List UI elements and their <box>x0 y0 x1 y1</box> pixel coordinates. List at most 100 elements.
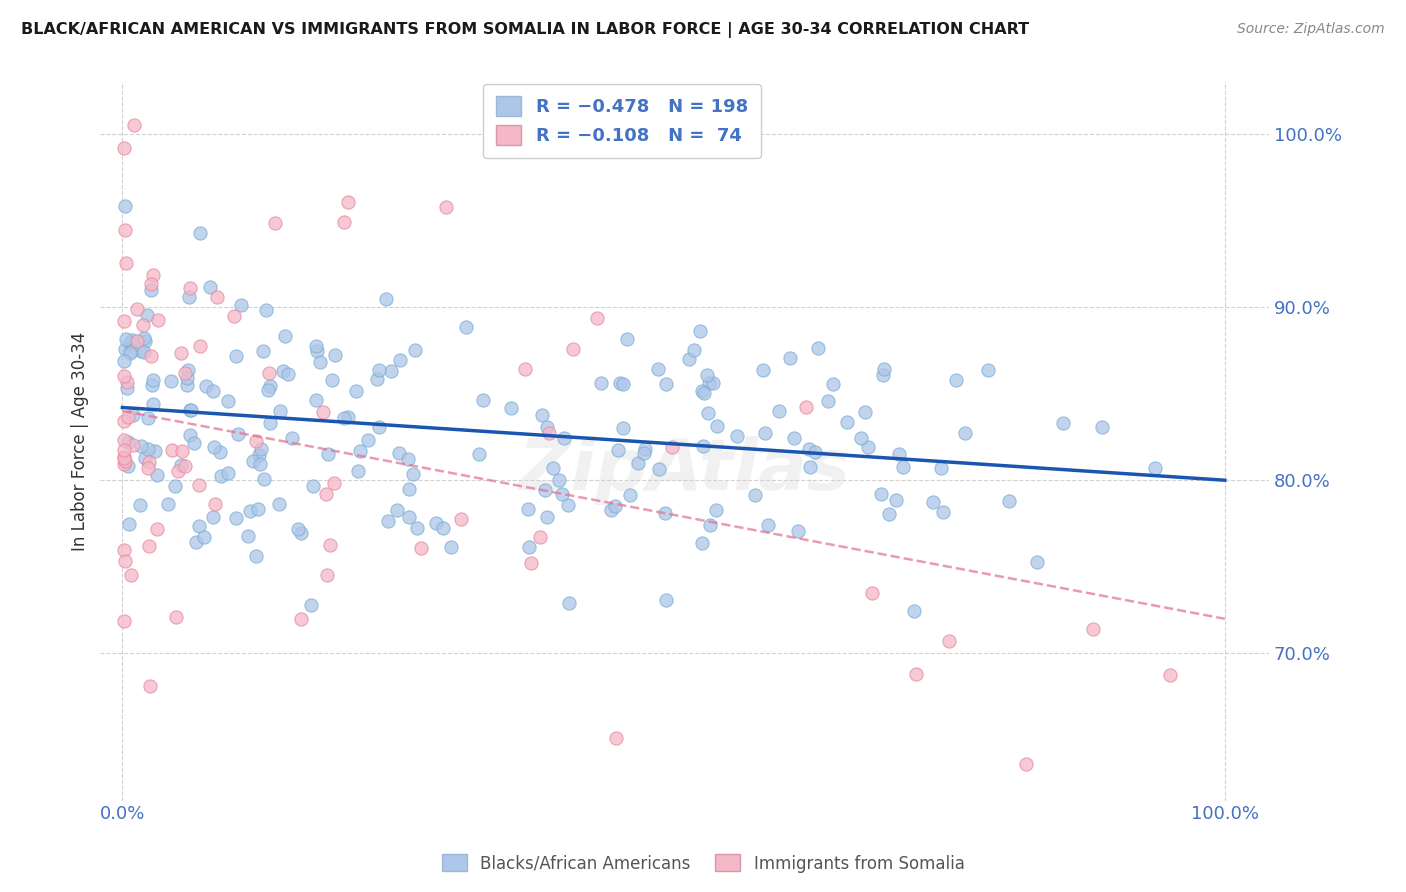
Point <box>239 504 262 518</box>
Point <box>245 434 267 448</box>
Point <box>315 487 337 501</box>
Point <box>938 634 960 648</box>
Point <box>377 514 399 528</box>
Point <box>953 426 976 441</box>
Point <box>609 376 631 390</box>
Point <box>209 469 232 483</box>
Point <box>301 479 323 493</box>
Point <box>529 530 551 544</box>
Point <box>690 536 713 550</box>
Text: Source: ZipAtlas.com: Source: ZipAtlas.com <box>1237 22 1385 37</box>
Point <box>692 439 714 453</box>
Point <box>174 458 197 473</box>
Point <box>855 405 877 419</box>
Point <box>176 377 198 392</box>
Point <box>977 363 1000 377</box>
Point <box>931 505 953 519</box>
Point <box>409 541 432 555</box>
Point <box>501 401 523 415</box>
Point <box>758 518 780 533</box>
Point <box>141 377 163 392</box>
Point <box>177 362 200 376</box>
Point <box>612 421 634 435</box>
Point <box>160 442 183 457</box>
Point <box>849 431 872 445</box>
Point <box>184 535 207 549</box>
Point <box>538 425 561 440</box>
Point <box>903 603 925 617</box>
Point <box>177 290 200 304</box>
Point <box>1144 460 1167 475</box>
Point <box>127 334 149 348</box>
Point <box>891 460 914 475</box>
Point <box>139 350 162 364</box>
Point <box>794 400 817 414</box>
Point <box>124 118 146 132</box>
Point <box>193 530 215 544</box>
Point <box>112 141 135 155</box>
Point <box>120 568 142 582</box>
Point <box>929 461 952 475</box>
Point <box>337 410 360 425</box>
Point <box>138 454 160 468</box>
Point <box>225 349 247 363</box>
Point <box>115 332 138 346</box>
Point <box>367 363 389 377</box>
Point <box>139 679 162 693</box>
Point <box>344 384 367 398</box>
Point <box>627 456 650 470</box>
Point <box>136 442 159 457</box>
Point <box>600 503 623 517</box>
Point <box>779 351 801 365</box>
Point <box>201 384 224 398</box>
Point <box>1026 555 1049 569</box>
Point <box>114 223 136 237</box>
Point <box>432 521 454 535</box>
Point <box>725 428 748 442</box>
Point <box>112 314 135 328</box>
Point <box>202 440 225 454</box>
Point <box>134 345 156 359</box>
Point <box>194 379 217 393</box>
Point <box>589 376 612 391</box>
Point <box>316 447 339 461</box>
Point <box>425 516 447 531</box>
Point <box>616 332 638 346</box>
Point <box>406 520 429 534</box>
Point <box>605 499 627 513</box>
Point <box>290 526 312 541</box>
Point <box>179 281 201 295</box>
Point <box>821 376 844 391</box>
Point <box>323 348 346 362</box>
Point <box>259 379 281 393</box>
Point <box>872 368 894 383</box>
Point <box>188 339 211 353</box>
Point <box>115 381 138 395</box>
Point <box>654 506 676 520</box>
Point <box>398 509 420 524</box>
Point <box>224 309 246 323</box>
Point <box>253 472 276 486</box>
Point <box>332 215 354 229</box>
Point <box>744 488 766 502</box>
Point <box>1159 668 1181 682</box>
Point <box>188 226 211 240</box>
Point <box>165 610 187 624</box>
Point <box>696 406 718 420</box>
Point <box>887 446 910 460</box>
Point <box>541 460 564 475</box>
Point <box>200 279 222 293</box>
Point <box>205 290 228 304</box>
Point <box>884 493 907 508</box>
Point <box>287 522 309 536</box>
Point <box>787 524 810 539</box>
Point <box>136 461 159 475</box>
Point <box>434 200 457 214</box>
Point <box>396 452 419 467</box>
Point <box>249 457 271 471</box>
Point <box>180 403 202 417</box>
Point <box>558 596 581 610</box>
Point <box>336 194 359 209</box>
Point <box>799 442 821 456</box>
Point <box>226 426 249 441</box>
